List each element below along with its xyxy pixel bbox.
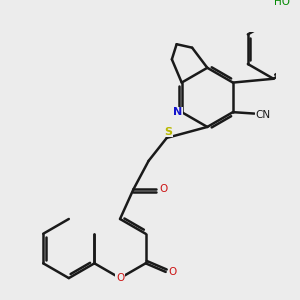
Text: O: O [169,267,177,277]
Text: O: O [159,184,168,194]
Text: S: S [164,127,172,137]
Text: O: O [116,273,124,283]
Text: N: N [173,107,182,117]
Text: CN: CN [255,110,271,121]
Text: HO: HO [274,0,290,8]
